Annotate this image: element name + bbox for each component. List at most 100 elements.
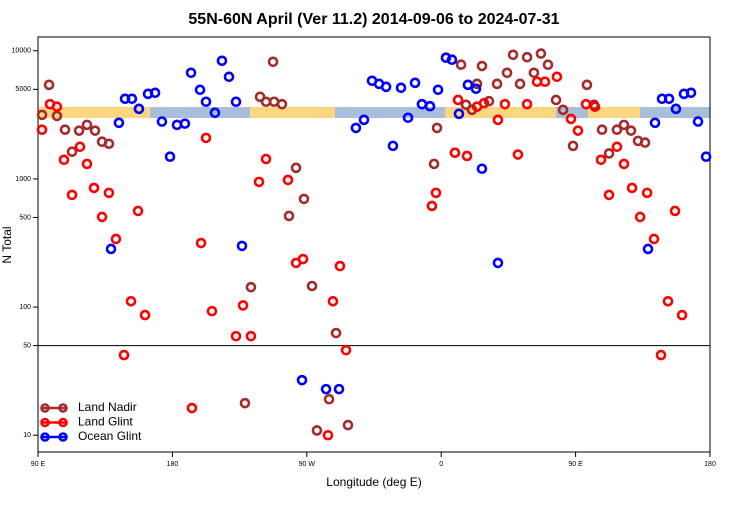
- y-tick-label: 1000: [15, 176, 31, 183]
- x-axis-label: Longitude (deg E): [326, 475, 421, 489]
- marker: [470, 83, 482, 95]
- marker: [387, 140, 399, 152]
- marker: [476, 60, 488, 72]
- marker: [260, 153, 272, 165]
- marker: [298, 193, 310, 205]
- legend-label: Ocean Glint: [78, 429, 142, 443]
- marker: [700, 151, 712, 163]
- y-tick-label: 500: [19, 214, 31, 221]
- marker: [103, 187, 115, 199]
- marker: [669, 205, 681, 217]
- marker: [670, 103, 682, 115]
- marker: [230, 330, 242, 342]
- marker: [81, 119, 93, 131]
- marker: [132, 205, 144, 217]
- marker: [462, 79, 474, 91]
- marker: [507, 49, 519, 61]
- marker: [492, 257, 504, 269]
- marker: [557, 104, 569, 116]
- y-tick-label: 100: [19, 304, 31, 311]
- marker: [179, 118, 191, 129]
- marker: [81, 158, 93, 170]
- marker: [476, 163, 488, 175]
- marker: [676, 309, 688, 321]
- marker: [449, 147, 461, 159]
- marker: [51, 101, 63, 112]
- x-tick-label: 90 E: [568, 461, 583, 468]
- marker: [237, 300, 249, 311]
- marker: [66, 189, 78, 201]
- marker: [611, 124, 623, 136]
- marker: [595, 154, 607, 166]
- marker: [290, 162, 302, 174]
- marker: [245, 330, 257, 342]
- legend-marker: [40, 432, 50, 442]
- y-axis-label: N Total: [0, 226, 14, 263]
- marker: [499, 98, 511, 110]
- marker: [223, 71, 235, 83]
- marker: [342, 419, 354, 431]
- marker: [126, 93, 138, 105]
- x-tick-label: 180: [167, 461, 179, 468]
- marker: [478, 97, 490, 109]
- marker: [663, 93, 675, 105]
- marker: [539, 76, 551, 88]
- marker: [551, 71, 563, 83]
- marker: [74, 141, 86, 153]
- marker: [580, 98, 592, 110]
- marker: [88, 182, 100, 194]
- marker: [194, 84, 206, 96]
- marker: [649, 117, 661, 129]
- marker: [432, 84, 444, 96]
- marker: [36, 124, 48, 136]
- marker: [512, 149, 524, 160]
- marker: [565, 113, 577, 125]
- marker: [156, 116, 168, 127]
- marker: [596, 124, 608, 136]
- marker: [528, 67, 540, 79]
- marker: [133, 103, 145, 115]
- legend-marker: [58, 432, 68, 442]
- marker: [320, 383, 332, 395]
- marker: [491, 78, 503, 90]
- legend-label: Land Nadir: [78, 400, 137, 414]
- marker: [66, 146, 78, 158]
- marker: [446, 54, 458, 66]
- marker: [118, 349, 130, 361]
- marker: [164, 151, 176, 163]
- marker: [185, 67, 197, 79]
- marker: [455, 59, 467, 71]
- marker: [426, 200, 438, 212]
- marker: [43, 79, 55, 91]
- marker: [625, 125, 637, 136]
- marker: [311, 425, 323, 436]
- marker: [492, 114, 504, 126]
- marker: [431, 122, 443, 134]
- legend-label: Land Glint: [78, 415, 133, 429]
- marker: [409, 77, 421, 89]
- chart-title: 55N-60N April (Ver 11.2) 2014-09-06 to 2…: [188, 11, 559, 28]
- marker: [206, 305, 218, 317]
- marker: [110, 233, 122, 245]
- marker: [618, 158, 630, 170]
- marker: [440, 52, 452, 64]
- marker: [200, 96, 212, 108]
- marker: [73, 125, 85, 136]
- marker: [333, 383, 345, 395]
- marker: [322, 429, 334, 441]
- marker: [330, 327, 342, 339]
- marker: [430, 187, 442, 199]
- marker: [282, 174, 294, 186]
- marker: [662, 295, 674, 307]
- plot-frame: [37, 36, 711, 453]
- marker: [59, 124, 71, 136]
- marker: [334, 260, 346, 272]
- series: [36, 48, 651, 436]
- legend-marker: [40, 403, 50, 413]
- marker: [236, 240, 248, 252]
- marker: [453, 108, 465, 120]
- series: [105, 52, 712, 395]
- marker: [424, 100, 436, 112]
- marker: [253, 176, 265, 188]
